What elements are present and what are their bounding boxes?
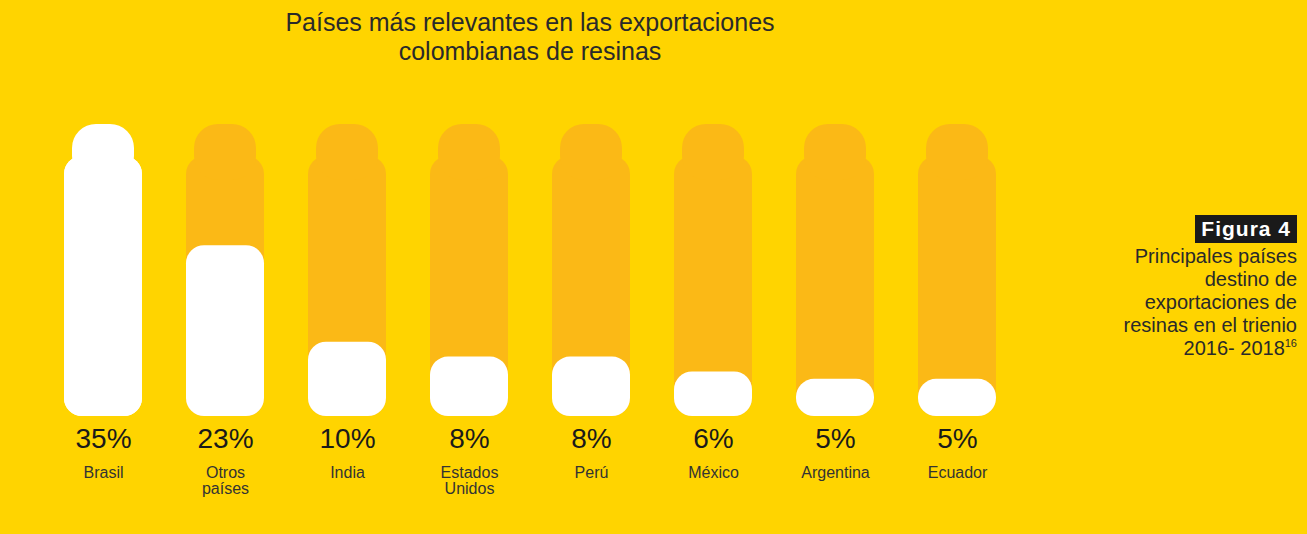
svg-text:Ecuador: Ecuador <box>928 464 988 481</box>
svg-text:10%: 10% <box>319 423 375 454</box>
svg-text:5%: 5% <box>937 423 977 454</box>
svg-text:23%: 23% <box>197 423 253 454</box>
html-text:16: 16 <box>1284 337 1297 350</box>
svg-text:8%: 8% <box>571 423 611 454</box>
html-text:Principales países destino de: Principales países destino de exportacio… <box>1123 245 1297 359</box>
svg-text:México: México <box>688 464 739 481</box>
svg-text:Otrospaíses: Otrospaíses <box>202 464 249 497</box>
svg-text:EstadosUnidos: EstadosUnidos <box>441 464 499 497</box>
svg-text:6%: 6% <box>693 423 733 454</box>
html-text:Países más relevantes en las e: Países más relevantes en las exportacion… <box>285 8 775 65</box>
svg-text:8%: 8% <box>449 423 489 454</box>
html-text:Figura 4: Figura 4 <box>1201 217 1291 240</box>
svg-text:Brasil: Brasil <box>83 464 123 481</box>
svg-text:Argentina: Argentina <box>801 464 870 481</box>
svg-text:India: India <box>330 464 365 481</box>
svg-text:35%: 35% <box>75 423 131 454</box>
svg-text:5%: 5% <box>815 423 855 454</box>
svg-text:Perú: Perú <box>575 464 609 481</box>
